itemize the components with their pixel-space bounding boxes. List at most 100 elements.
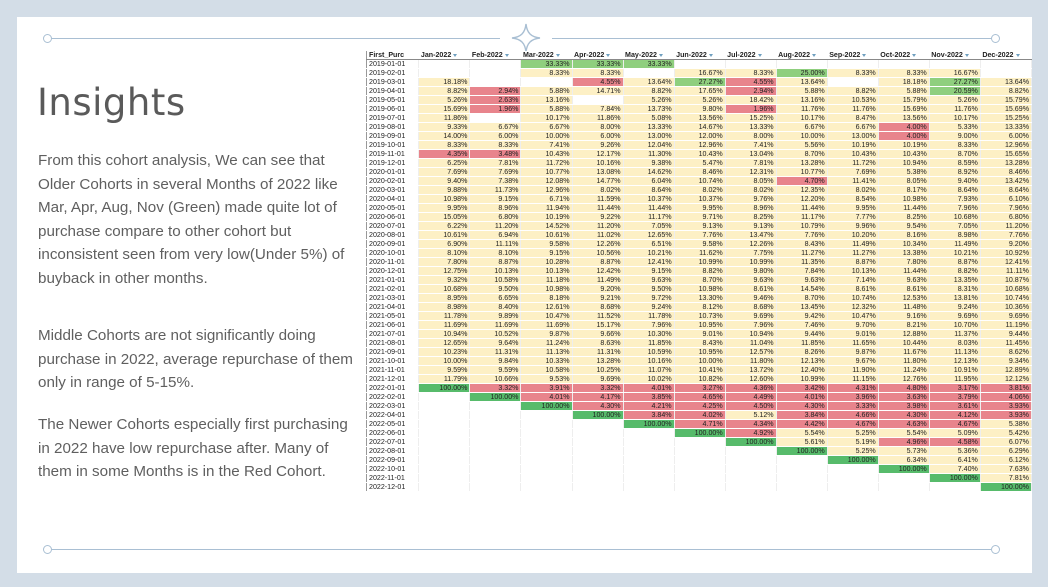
cohort-cell[interactable]: 9.32% [418,275,471,285]
cohort-cell[interactable]: 4.66% [827,410,879,420]
cohort-row-label[interactable]: 2022-08-01 [366,446,420,456]
cohort-cell[interactable]: 4.36% [725,383,777,393]
cohort-cell[interactable] [469,437,522,447]
cohort-cell[interactable]: 9.34% [980,356,1033,366]
cohort-cell[interactable]: 11.49% [572,275,624,285]
column-header-month[interactable]: Nov-2022 [929,51,981,60]
cohort-cell[interactable] [520,428,573,438]
cohort-cell[interactable]: 13.47% [725,230,777,240]
cohort-cell[interactable] [520,410,573,420]
cohort-cell[interactable]: 7.46% [776,320,828,330]
cohort-cell[interactable]: 10.43% [878,149,930,159]
cohort-cell[interactable] [572,446,624,456]
cohort-cell[interactable] [623,437,675,447]
filter-dropdown-icon[interactable] [862,53,867,57]
cohort-cell[interactable]: 11.52% [572,311,624,321]
cohort-cell[interactable] [878,473,930,483]
cohort-cell[interactable]: 9.71% [674,212,726,222]
cohort-cell[interactable]: 100.00% [980,482,1033,492]
cohort-cell[interactable]: 13.16% [520,95,573,105]
cohort-cell[interactable]: 10.74% [827,293,879,303]
cohort-cell[interactable]: 9.15% [623,266,675,276]
cohort-cell[interactable] [469,113,522,123]
cohort-cell[interactable]: 4.31% [827,383,879,393]
cohort-cell[interactable]: 6.00% [469,131,522,141]
cohort-cell[interactable]: 10.58% [520,365,573,375]
cohort-cell[interactable]: 7.77% [827,212,879,222]
cohort-cell[interactable]: 9.69% [929,311,981,321]
cohort-cell[interactable] [418,428,471,438]
cohort-cell[interactable]: 10.36% [980,302,1033,312]
cohort-cell[interactable]: 5.38% [980,419,1033,429]
column-header-month[interactable]: Sep-2022 [827,51,879,60]
cohort-cell[interactable]: 20.59% [929,86,981,96]
cohort-cell[interactable]: 7.96% [623,320,675,330]
cohort-cell[interactable]: 11.94% [520,203,573,213]
cohort-cell[interactable]: 5.56% [776,140,828,150]
cohort-cell[interactable]: 10.16% [623,356,675,366]
cohort-cell[interactable] [469,428,522,438]
cohort-cell[interactable]: 9.63% [623,275,675,285]
cohort-cell[interactable] [418,419,471,429]
cohort-row-label[interactable]: 2019-07-01 [366,113,420,123]
cohort-cell[interactable]: 8.33% [929,140,981,150]
cohort-cell[interactable]: 8.70% [674,275,726,285]
cohort-cell[interactable]: 11.86% [572,113,624,123]
cohort-cell[interactable]: 12.41% [980,257,1033,267]
cohort-cell[interactable]: 7.81% [725,158,777,168]
cohort-cell[interactable]: 11.67% [878,347,930,357]
cohort-row-label[interactable]: 2020-06-01 [366,212,420,222]
cohort-cell[interactable]: 3.48% [469,149,522,159]
cohort-cell[interactable]: 14.52% [520,221,573,231]
cohort-cell[interactable]: 5.26% [418,95,471,105]
cohort-cell[interactable]: 10.98% [520,284,573,294]
cohort-cell[interactable]: 4.30% [572,401,624,411]
cohort-cell[interactable]: 4.12% [929,410,981,420]
cohort-cell[interactable]: 8.25% [725,212,777,222]
column-header-month[interactable]: Jan-2022 [418,51,470,60]
cohort-cell[interactable]: 8.46% [980,167,1033,177]
cohort-cell[interactable]: 10.73% [674,311,726,321]
cohort-cell[interactable]: 8.33% [725,68,777,78]
cohort-cell[interactable]: 13.08% [572,167,624,177]
cohort-cell[interactable]: 10.28% [520,257,573,267]
cohort-cell[interactable]: 4.21% [623,401,675,411]
cohort-cell[interactable]: 6.34% [878,455,930,465]
cohort-cell[interactable]: 11.18% [520,275,573,285]
cohort-cell[interactable]: 5.19% [827,437,879,447]
cohort-cell[interactable] [572,437,624,447]
cohort-cell[interactable]: 10.66% [469,374,522,384]
cohort-cell[interactable]: 10.37% [674,194,726,204]
cohort-cell[interactable]: 12.42% [572,266,624,276]
cohort-row-label[interactable]: 2019-04-01 [366,86,420,96]
cohort-cell[interactable]: 13.28% [572,356,624,366]
cohort-cell[interactable]: 10.34% [878,239,930,249]
cohort-cell[interactable] [623,428,675,438]
cohort-cell[interactable]: 11.31% [469,347,522,357]
cohort-cell[interactable]: 9.54% [878,221,930,231]
cohort-cell[interactable]: 10.61% [520,230,573,240]
cohort-cell[interactable]: 7.05% [623,221,675,231]
cohort-cell[interactable]: 5.08% [623,113,675,123]
cohort-cell[interactable] [469,410,522,420]
cohort-row-label[interactable]: 2019-02-01 [366,68,420,78]
cohort-cell[interactable]: 17.65% [674,86,726,96]
cohort-row-label[interactable]: 2021-02-01 [366,284,420,294]
cohort-cell[interactable] [623,473,675,483]
cohort-cell[interactable]: 11.69% [418,320,471,330]
cohort-cell[interactable]: 14.00% [418,131,471,141]
cohort-cell[interactable]: 10.68% [418,284,471,294]
cohort-cell[interactable]: 11.13% [520,347,573,357]
cohort-cell[interactable] [776,464,828,474]
cohort-cell[interactable]: 9.64% [469,338,522,348]
cohort-cell[interactable]: 12.08% [520,176,573,186]
cohort-cell[interactable]: 3.63% [878,392,930,402]
cohort-cell[interactable]: 10.87% [980,275,1033,285]
cohort-cell[interactable]: 6.94% [469,230,522,240]
cohort-cell[interactable]: 13.81% [929,293,981,303]
cohort-cell[interactable]: 8.18% [520,293,573,303]
cohort-cell[interactable]: 10.43% [520,149,573,159]
cohort-cell[interactable]: 9.16% [878,311,930,321]
cohort-cell[interactable]: 10.95% [674,320,726,330]
cohort-row-label[interactable]: 2021-12-01 [366,374,420,384]
